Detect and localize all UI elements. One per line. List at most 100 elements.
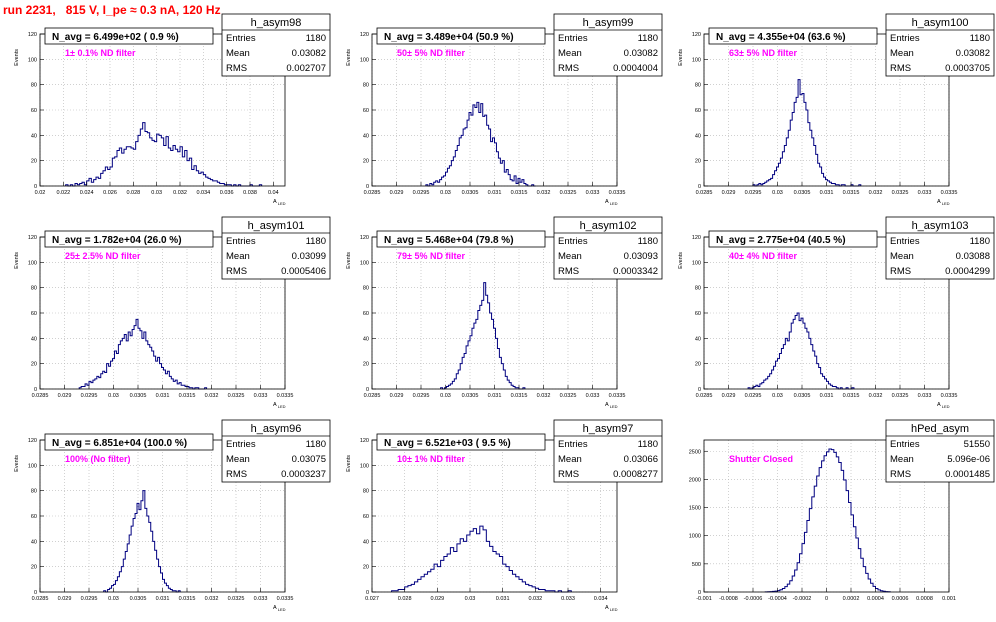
hped-asym-xtick-label: -0.001	[696, 596, 712, 602]
h-asym97-stats-rms-label: RMS	[558, 469, 579, 480]
h-asym99-xtick-label: 0.0305	[462, 190, 479, 196]
h-asym101-xtick-label: 0.0335	[277, 393, 294, 399]
h-asym99-stats-rms-label: RMS	[558, 63, 579, 74]
h-asym97-bin	[493, 551, 496, 592]
pad-h-asym98: 0.02 0.022 0.024 0.026 0.028 0.03 0.032 0.034 0.…	[14, 13, 331, 206]
h-asym98-bin	[115, 157, 117, 186]
h-asym98-bin	[180, 147, 182, 186]
h-asym102-bin	[472, 328, 474, 389]
h-asym98-ytick-label: 120	[28, 32, 37, 38]
h-asym101-bin	[144, 332, 146, 389]
h-asym103-bins	[748, 313, 854, 389]
hped-asym-bin	[785, 587, 787, 592]
h-asym99-bin	[447, 168, 449, 186]
hped-asym-xtick-label: 0.0008	[916, 596, 933, 602]
h-asym99-ytick-label: 40	[363, 133, 369, 139]
h-asym96-bin	[157, 559, 159, 592]
h-asym97-ytick-label: 40	[363, 539, 369, 545]
h-asym98-xtick-label: 0.036	[220, 190, 234, 196]
h-asym101-bin	[179, 383, 181, 389]
h-asym96-bin	[159, 567, 161, 592]
hped-asym-ytick-label: 0	[698, 590, 701, 596]
hped-asym-bin	[814, 486, 816, 592]
h-asym96-bin	[121, 567, 123, 592]
h-asym102-ytick-label: 40	[363, 336, 369, 342]
h-asym97-bin	[421, 577, 424, 592]
h-asym101-bin	[118, 345, 120, 389]
h-asym100-bin	[810, 130, 812, 186]
h-asym103-xtick-label: 0.032	[869, 393, 883, 399]
hped-asym-bin	[849, 502, 851, 592]
h-asym99-bin	[508, 175, 510, 186]
h-asym97-stats-name: h_asym97	[583, 423, 634, 435]
h-asym102-bin	[474, 323, 476, 389]
h-asym97-stats-box	[553, 419, 663, 483]
hped-asym-xtick-label: -0.0004	[768, 596, 787, 602]
h-asym97-bin	[457, 544, 460, 592]
h-asym97-bin	[441, 560, 444, 592]
h-asym99-bin	[455, 151, 457, 186]
h-asym99-ytick-label: 60	[363, 108, 369, 114]
h-asym103-bin	[756, 385, 758, 389]
h-asym97-bin	[450, 548, 453, 592]
h-asym99-xtick-label: 0.0335	[609, 190, 626, 196]
h-asym101-bin	[114, 351, 116, 389]
h-asym102-bin	[462, 357, 464, 389]
h-asym97-xtick-label: 0.03	[465, 596, 476, 602]
h-asym103-stats-box	[885, 216, 995, 280]
h-asym99-bin	[457, 145, 459, 186]
h-asym99-bin	[440, 180, 442, 186]
h-asym96-bin	[119, 572, 121, 592]
h-asym97-bin	[414, 582, 417, 592]
h-asym98-bin	[154, 142, 156, 186]
h-asym97-xtick-label: 0.027	[365, 596, 379, 602]
h-asym101-bin	[183, 385, 185, 389]
h-asym97-bin	[467, 535, 470, 592]
h-asym98-bin	[210, 180, 212, 186]
hped-asym-bin	[804, 532, 806, 592]
h-asym101-bin	[171, 379, 173, 389]
h-asym97-bins	[392, 526, 572, 592]
h-asym100-bins	[753, 80, 861, 186]
h-asym97-bin	[477, 534, 480, 592]
hped-asym-stats-rms-label: RMS	[890, 469, 911, 480]
hped-asym-bin	[861, 558, 863, 592]
h-asym99-bin	[514, 176, 516, 186]
h-asym101-bin	[113, 359, 115, 389]
h-asym103-bin	[778, 359, 780, 389]
h-asym102-bin	[509, 383, 511, 389]
h-asym103-bin	[764, 380, 766, 389]
h-asym99-ytick-label: 80	[363, 83, 369, 89]
h-asym101-xtick-label: 0.03	[108, 393, 119, 399]
h-asym98-bin	[117, 151, 119, 186]
h-asym102-title: N_avg = 5.468e+04 (79.8 %)	[384, 235, 514, 246]
h-asym98-bin	[164, 145, 166, 186]
h-asym103-bin	[823, 376, 825, 389]
h-asym98-bin	[157, 134, 159, 186]
hped-asym-bin	[858, 549, 860, 592]
h-asym101-stats-entries-label: Entries	[226, 236, 256, 247]
h-asym100-bin	[802, 94, 804, 186]
h-asym102-xtick-label: 0.031	[488, 393, 502, 399]
h-asym98-bin	[94, 180, 96, 186]
h-asym97-xlabel-sub: LED	[609, 607, 618, 612]
h-asym103-bin	[830, 385, 832, 389]
h-asym100-bin	[800, 95, 802, 186]
h-asym102-bin	[454, 379, 456, 389]
h-asym98-bin	[215, 181, 217, 186]
h-asym98-xtick-label: 0.03	[151, 190, 162, 196]
h-asym102-stats-mean-value: 0.03093	[624, 251, 658, 262]
h-asym101-ytick-label: 0	[34, 387, 37, 393]
h-asym98-xtick-label: 0.02	[35, 190, 46, 196]
h-asym96-stats-box	[221, 419, 331, 483]
h-asym102-bin	[488, 303, 490, 389]
hped-asym-stats-mean-label: Mean	[890, 454, 914, 465]
h-asym103-xtick-label: 0.029	[722, 393, 736, 399]
h-asym98-bin	[203, 175, 205, 186]
h-asym103-stats-rms-label: RMS	[890, 266, 911, 277]
h-asym100-title-box	[708, 27, 878, 45]
h-asym102-bin	[478, 310, 480, 389]
h-asym96-title-box	[44, 433, 214, 451]
h-asym100-bin	[775, 171, 777, 186]
h-asym97-bin	[460, 539, 463, 592]
